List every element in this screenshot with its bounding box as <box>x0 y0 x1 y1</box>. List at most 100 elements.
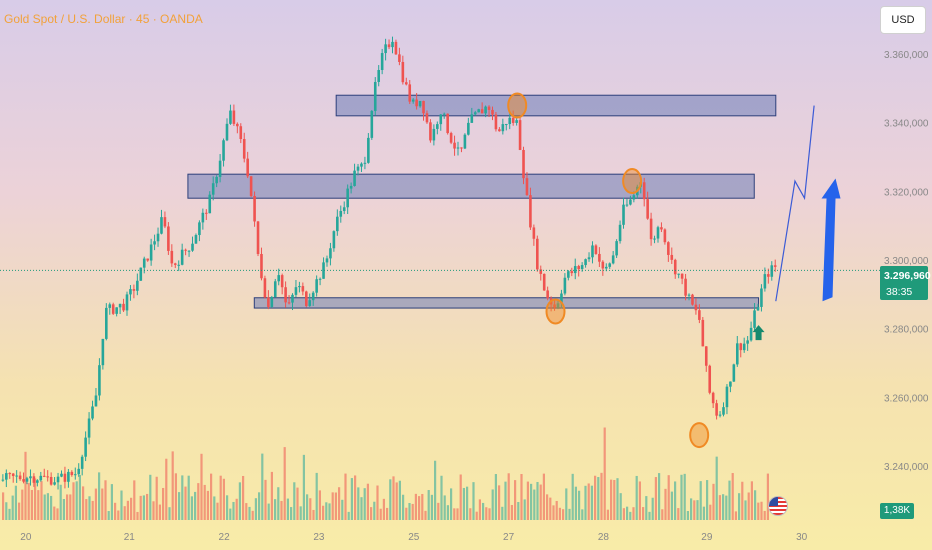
volume-bar <box>568 508 571 520</box>
candle-body <box>63 473 67 482</box>
candle-body <box>401 61 405 83</box>
candle-body <box>8 473 12 475</box>
volume-bar <box>395 482 398 520</box>
volume-bar <box>702 506 705 520</box>
candle-body <box>201 212 205 223</box>
time-axis-tick: 30 <box>796 532 808 543</box>
volume-bar <box>165 458 168 520</box>
volume-bar <box>306 494 309 520</box>
volume-bar <box>603 427 606 520</box>
candle-body <box>556 303 560 308</box>
volume-bar <box>590 485 593 520</box>
candle-body <box>687 294 691 296</box>
candle-body <box>125 294 129 311</box>
volume-bar <box>242 475 245 520</box>
candle-body <box>708 365 712 393</box>
candle-body <box>691 294 694 305</box>
candle-body <box>698 310 701 320</box>
candle-body <box>718 414 722 416</box>
candle-body <box>577 266 580 270</box>
volume-bar <box>523 499 526 520</box>
volume-bar <box>120 490 123 520</box>
candle-body <box>611 255 615 264</box>
volume-bar <box>629 511 632 520</box>
volume-bar <box>638 481 641 520</box>
candle-body <box>515 120 518 123</box>
candle-body <box>753 310 756 328</box>
volume-bar <box>405 507 408 520</box>
candle-body <box>642 182 646 200</box>
volume-bar <box>683 473 686 520</box>
candle-body <box>273 281 277 298</box>
currency-button[interactable]: USD <box>880 6 926 34</box>
candle-body <box>29 476 32 479</box>
candle-body <box>205 212 208 214</box>
candle-body <box>591 245 594 258</box>
candle-body <box>311 292 315 301</box>
candle-body <box>770 265 774 277</box>
volume-bar <box>293 482 296 520</box>
volume-bar <box>600 472 603 520</box>
volume-bar <box>414 493 417 520</box>
volume-bar <box>379 508 382 520</box>
volume-bar <box>427 490 430 520</box>
candle-body <box>15 475 18 477</box>
candle-body <box>356 166 360 171</box>
candle-body <box>198 222 201 236</box>
volume-bar <box>462 487 465 520</box>
candle-body <box>398 54 401 62</box>
candle-body <box>308 300 312 306</box>
volume-bar <box>418 496 421 520</box>
candle-body <box>101 338 105 366</box>
candle-body <box>380 53 384 70</box>
volume-bar <box>549 497 552 520</box>
candle-body <box>653 238 656 240</box>
volume-bar <box>402 494 405 520</box>
time-axis-tick: 22 <box>219 532 231 543</box>
volume-bar <box>290 507 293 520</box>
volume-bar <box>421 493 424 520</box>
candle-body <box>270 297 274 307</box>
volume-bar <box>661 509 664 520</box>
candle-body <box>735 343 739 365</box>
candle-body <box>436 124 439 129</box>
volume-bar <box>8 508 11 520</box>
us-flag-icon[interactable] <box>768 496 788 516</box>
candle-body <box>563 277 567 294</box>
candle-body <box>646 199 649 219</box>
candle-body <box>187 250 191 252</box>
candle-body <box>318 278 322 280</box>
volume-bar <box>280 500 283 520</box>
candle-body <box>477 109 480 113</box>
candle-body <box>594 245 598 254</box>
candle-body <box>587 257 591 260</box>
candle-body <box>656 227 660 239</box>
volume-bar <box>213 496 216 520</box>
price-axis-tick: 3.340,000 <box>884 119 929 130</box>
volume-bar <box>312 509 315 520</box>
candle-body <box>167 226 170 251</box>
volume-bar <box>766 473 769 520</box>
candle-body <box>242 139 246 159</box>
volume-bar <box>322 505 325 520</box>
volume-bar <box>114 502 117 520</box>
volume-bar <box>514 480 517 520</box>
candle-body <box>546 290 549 299</box>
candle-body <box>704 346 708 366</box>
candle-body <box>387 44 391 48</box>
chart-title: Gold Spot / U.S. Dollar · 45 · OANDA <box>4 12 203 26</box>
candle-body <box>42 475 46 477</box>
volume-bar <box>667 475 670 520</box>
volume-bar <box>446 505 449 520</box>
volume-bar <box>82 486 85 520</box>
candle-body <box>663 229 667 243</box>
volume-bar <box>56 508 59 520</box>
volume-bar <box>24 451 27 520</box>
candle-body <box>218 160 222 177</box>
volume-bar <box>46 493 49 520</box>
candle-body <box>722 407 725 415</box>
candle-body <box>404 82 408 85</box>
volume-bar <box>741 481 744 520</box>
